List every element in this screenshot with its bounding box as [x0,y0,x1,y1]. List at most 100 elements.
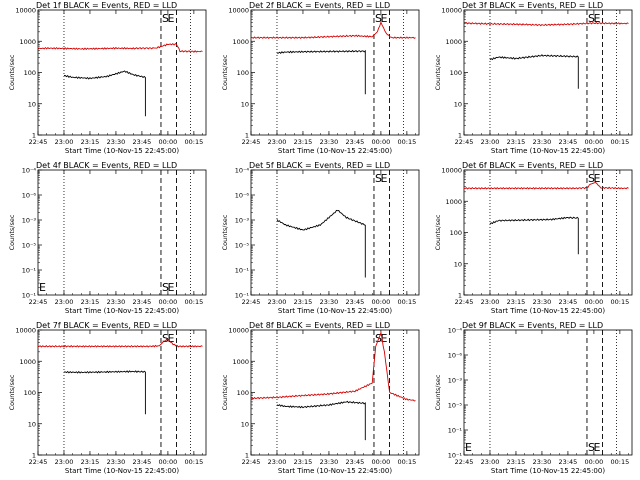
marker-label-s: S [588,172,595,185]
x-tick-label: 00:15 [398,298,417,306]
x-tick-label: 23:00 [268,138,287,146]
y-tick-label: 100 [24,69,36,77]
x-tick-label: 23:15 [507,138,526,146]
y-tick-label: 10⁻³ [22,217,37,225]
x-tick-label: 23:15 [294,138,313,146]
x-tick-label: 23:15 [294,458,313,466]
y-tick-label: 10⁻⁶ [22,192,37,200]
marker-label-s: S [162,12,169,25]
plot-frame [463,329,633,456]
x-tick-label: 23:30 [533,298,552,306]
series-events-line [489,54,579,89]
y-tick-label: 1000 [445,38,462,46]
y-tick-label: 100 [450,229,462,237]
plot-frame [250,9,420,136]
x-tick-label: 00:00 [585,458,604,466]
x-tick-label: 23:00 [481,458,500,466]
x-tick-label: 23:15 [81,138,100,146]
x-tick-label: 22:45 [29,138,48,146]
y-tick-label: 10⁻⁵ [448,402,463,410]
series-events-line [63,70,146,117]
marker-label-e: E [594,172,601,185]
y-tick-label: 10⁻¹ [235,267,250,275]
x-tick-label: 00:15 [185,138,204,146]
x-tick-label: 00:15 [185,458,204,466]
series-lld-line [250,331,416,402]
y-tick-label: 10⁻⁵ [22,242,37,250]
x-tick-label: 23:45 [559,298,578,306]
y-tick-label: 10⁻¹ [22,267,37,275]
x-tick-label: 23:30 [107,458,126,466]
y-tick-label: 10⁻⁶ [235,192,250,200]
y-tick-label: 100 [24,389,36,397]
plot-frame [463,9,633,136]
marker-label-e: E [381,172,388,185]
x-tick-label: 23:15 [294,298,313,306]
series-lld-line [37,338,203,348]
x-tick-label: 22:45 [455,458,474,466]
y-tick-label: 1000 [232,358,249,366]
x-tick-label: 23:45 [559,458,578,466]
y-tick-label: 10000 [228,327,249,335]
x-tick-label: 22:45 [29,298,48,306]
x-tick-label: 23:00 [55,298,74,306]
y-axis-label: Counts/sec [8,374,16,410]
y-tick-label: 1 [458,132,462,140]
y-tick-label: 100 [237,69,249,77]
y-axis-label: Counts/sec [8,214,16,250]
x-axis-label: Start Time (10-Nov-15 22:45:00) [65,147,179,155]
y-tick-label: 10⁻⁴ [448,327,463,335]
marker-label-s: S [162,332,169,345]
x-tick-label: 00:15 [611,298,630,306]
y-tick-label: 10 [28,420,36,428]
marker-label-e: E [168,281,175,294]
y-tick-label: 10 [454,260,462,268]
detector-panel: Det 6f BLACK = Events, RED = LLD 22:45 23:… [434,161,633,315]
detector-panel: Det 7f BLACK = Events, RED = LLD 22:45 23:… [8,321,207,475]
panel-title: Det 4f BLACK = Events, RED = LLD [36,161,177,170]
x-tick-label: 23:15 [507,458,526,466]
x-tick-label: 00:00 [372,458,391,466]
marker-label-e: E [381,332,388,345]
x-tick-label: 23:00 [55,458,74,466]
marker-label-s: S [375,172,382,185]
x-tick-label: 23:45 [346,138,365,146]
x-tick-label: 23:00 [268,458,287,466]
panel-title: Det 2f BLACK = Events, RED = LLD [249,1,390,10]
x-tick-label: 23:45 [133,138,152,146]
marker-label-e: E [381,12,388,25]
x-tick-label: 23:45 [346,298,365,306]
x-tick-label: 23:45 [346,458,365,466]
y-axis-label: Counts/sec [8,54,16,90]
y-tick-label: 10000 [441,7,462,15]
y-tick-label: 1000 [232,38,249,46]
x-tick-label: 23:30 [107,138,126,146]
y-axis-label: Counts/sec [221,374,229,410]
y-tick-label: 10⁻⁶ [448,352,463,360]
series-lld-line [250,21,416,40]
x-tick-label: 23:00 [268,298,287,306]
panel-title: Det 7f BLACK = Events, RED = LLD [36,321,177,330]
y-tick-label: 10⁻⁴ [235,167,250,175]
x-tick-label: 00:15 [611,138,630,146]
y-tick-label: 10 [241,100,249,108]
y-tick-label: 100 [450,69,462,77]
y-axis-label: Counts/sec [434,214,442,250]
detector-panel: Det 9f BLACK = Events, RED = LLD 22:45 23:… [434,321,633,475]
x-tick-label: 00:00 [372,138,391,146]
series-events-line [276,49,366,95]
panel-title: Det 8f BLACK = Events, RED = LLD [249,321,390,330]
y-tick-label: 10⁻¹ [235,292,250,300]
x-tick-label: 23:30 [533,138,552,146]
x-axis-label: Start Time (10-Nov-15 22:45:00) [278,307,392,315]
x-tick-label: 22:45 [242,458,261,466]
x-tick-label: 22:45 [242,138,261,146]
plot-frame [250,169,420,296]
y-tick-label: 10000 [15,7,36,15]
x-tick-label: 23:00 [55,138,74,146]
x-tick-label: 00:15 [398,138,417,146]
detector-panel: Det 4f BLACK = Events, RED = LLD 22:45 23:… [8,161,207,315]
detector-panel: Det 3f BLACK = Events, RED = LLD 22:45 23:… [434,1,633,155]
x-tick-label: 00:00 [585,138,604,146]
